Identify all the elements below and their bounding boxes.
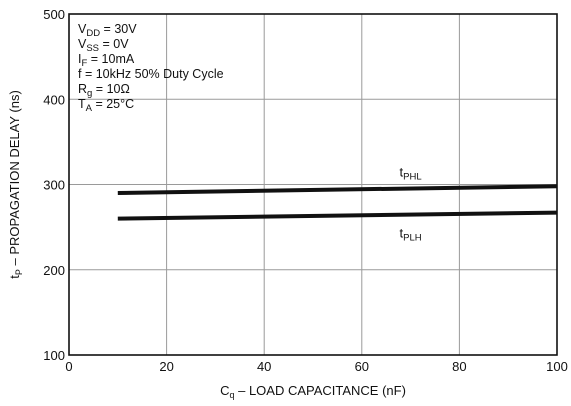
x-tick-label: 60 — [355, 359, 369, 374]
x-axis-label: Cq – LOAD CAPACITANCE (nF) — [220, 383, 406, 400]
condition-line: TA = 25°C — [78, 97, 134, 114]
plot-frame — [68, 13, 558, 356]
condition-line: f = 10kHz 50% Duty Cycle — [78, 67, 224, 81]
y-tick-label: 200 — [43, 263, 65, 278]
y-axis-label-rest: – PROPAGATION DELAY (ns) — [7, 90, 22, 269]
x-tick-label: 0 — [65, 359, 72, 374]
x-axis-label-rest: – LOAD CAPACITANCE (nF) — [234, 383, 405, 398]
x-tick-label: 100 — [546, 359, 568, 374]
x-tick-label: 20 — [159, 359, 173, 374]
y-tick-label: 300 — [43, 178, 65, 193]
x-tick-label: 80 — [452, 359, 466, 374]
x-axis-label-main: C — [220, 383, 229, 398]
series-label-phl: tPHL — [400, 164, 422, 182]
condition-line: IF = 10mA — [78, 52, 135, 69]
condition-line: VSS = 0V — [78, 37, 129, 54]
x-axis-label-sub: q — [229, 390, 234, 400]
y-axis-label-sub: P — [14, 269, 24, 275]
condition-line: Rg = 10Ω — [78, 82, 130, 99]
series-layer: tPHL tPLH — [117, 164, 558, 244]
tick-labels: 0 20 40 60 80 100 100 200 300 400 500 — [43, 7, 568, 374]
series-label-plh: tPLH — [400, 226, 422, 244]
y-tick-label: 100 — [43, 348, 65, 363]
x-tick-label: 40 — [257, 359, 271, 374]
y-axis-label-main: t — [7, 275, 22, 279]
series-line-phl — [117, 184, 558, 196]
y-axis-label: tP – PROPAGATION DELAY (ns) — [7, 90, 24, 279]
condition-line: VDD = 30V — [78, 22, 137, 39]
y-tick-label: 400 — [43, 92, 65, 107]
series-line-plh — [117, 210, 558, 221]
y-tick-label: 500 — [43, 7, 65, 22]
